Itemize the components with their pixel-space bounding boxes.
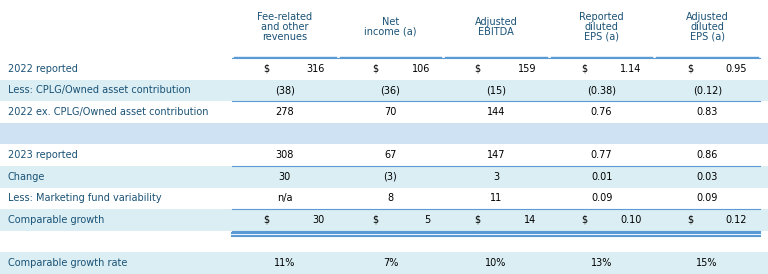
Text: (3): (3) [383, 172, 397, 182]
Text: 7%: 7% [382, 258, 398, 268]
Text: Fee-related: Fee-related [257, 13, 313, 22]
Text: $: $ [581, 215, 588, 225]
Text: and other: and other [261, 22, 309, 32]
Text: $: $ [372, 64, 379, 74]
Text: Net: Net [382, 17, 399, 27]
Bar [0, 101, 768, 123]
Text: 70: 70 [384, 107, 396, 117]
Text: 0.95: 0.95 [726, 64, 747, 74]
Bar [0, 166, 768, 188]
Text: Comparable growth: Comparable growth [8, 215, 104, 225]
Text: $: $ [474, 64, 480, 74]
Text: Comparable growth rate: Comparable growth rate [8, 258, 127, 268]
Text: 30: 30 [279, 172, 291, 182]
Text: 0.09: 0.09 [697, 193, 718, 203]
Text: 0.76: 0.76 [591, 107, 612, 117]
Bar [0, 144, 768, 166]
Bar [0, 80, 768, 101]
Bar [0, 123, 768, 144]
Text: 11%: 11% [274, 258, 296, 268]
Text: 2022 reported: 2022 reported [8, 64, 78, 74]
Text: $: $ [263, 64, 269, 74]
Text: 10%: 10% [485, 258, 507, 268]
Text: 3: 3 [493, 172, 499, 182]
Text: 13%: 13% [591, 258, 612, 268]
Text: 2023 reported: 2023 reported [8, 150, 78, 160]
Text: (0.38): (0.38) [587, 85, 616, 95]
Text: 30: 30 [313, 215, 325, 225]
Text: 308: 308 [276, 150, 294, 160]
Text: $: $ [263, 215, 269, 225]
Text: Change: Change [8, 172, 45, 182]
Text: 0.01: 0.01 [591, 172, 612, 182]
Text: Adjusted: Adjusted [686, 13, 729, 22]
Text: Adjusted: Adjusted [475, 17, 518, 27]
Bar [0, 252, 768, 274]
Text: 14: 14 [524, 215, 536, 225]
Bar [0, 188, 768, 209]
Text: EPS (a): EPS (a) [690, 32, 725, 41]
Text: (36): (36) [380, 85, 400, 95]
Bar [0, 231, 768, 252]
Text: revenues: revenues [262, 32, 307, 41]
Text: 106: 106 [412, 64, 431, 74]
Text: EBITDA: EBITDA [478, 27, 514, 37]
Bar [0, 58, 768, 80]
Text: 0.77: 0.77 [591, 150, 612, 160]
Text: 0.12: 0.12 [726, 215, 747, 225]
Text: 11: 11 [490, 193, 502, 203]
Text: 0.86: 0.86 [697, 150, 718, 160]
Text: 144: 144 [487, 107, 505, 117]
Text: n/a: n/a [277, 193, 293, 203]
Text: 2022 ex. CPLG/Owned asset contribution: 2022 ex. CPLG/Owned asset contribution [8, 107, 208, 117]
Text: $: $ [687, 215, 694, 225]
Text: (38): (38) [275, 85, 295, 95]
Text: 0.10: 0.10 [621, 215, 642, 225]
Text: 67: 67 [384, 150, 396, 160]
Text: $: $ [372, 215, 379, 225]
Text: EPS (a): EPS (a) [584, 32, 619, 41]
Text: income (a): income (a) [364, 27, 417, 37]
Text: diluted: diluted [690, 22, 724, 32]
Text: 147: 147 [487, 150, 505, 160]
Text: Less: Marketing fund variability: Less: Marketing fund variability [8, 193, 161, 203]
Bar [0, 209, 768, 231]
Text: Reported: Reported [579, 13, 624, 22]
Text: 316: 316 [306, 64, 325, 74]
Text: 159: 159 [518, 64, 536, 74]
Text: (0.12): (0.12) [693, 85, 722, 95]
Text: 15%: 15% [697, 258, 718, 268]
Text: Less: CPLG/Owned asset contribution: Less: CPLG/Owned asset contribution [8, 85, 190, 95]
Text: 1.14: 1.14 [621, 64, 642, 74]
Text: $: $ [581, 64, 588, 74]
Text: 8: 8 [387, 193, 393, 203]
Text: 0.83: 0.83 [697, 107, 718, 117]
Text: $: $ [474, 215, 480, 225]
Text: 0.03: 0.03 [697, 172, 718, 182]
Text: 0.09: 0.09 [591, 193, 612, 203]
Text: 5: 5 [424, 215, 431, 225]
Text: $: $ [687, 64, 694, 74]
Text: diluted: diluted [584, 22, 618, 32]
Text: 278: 278 [276, 107, 294, 117]
Text: (15): (15) [486, 85, 506, 95]
